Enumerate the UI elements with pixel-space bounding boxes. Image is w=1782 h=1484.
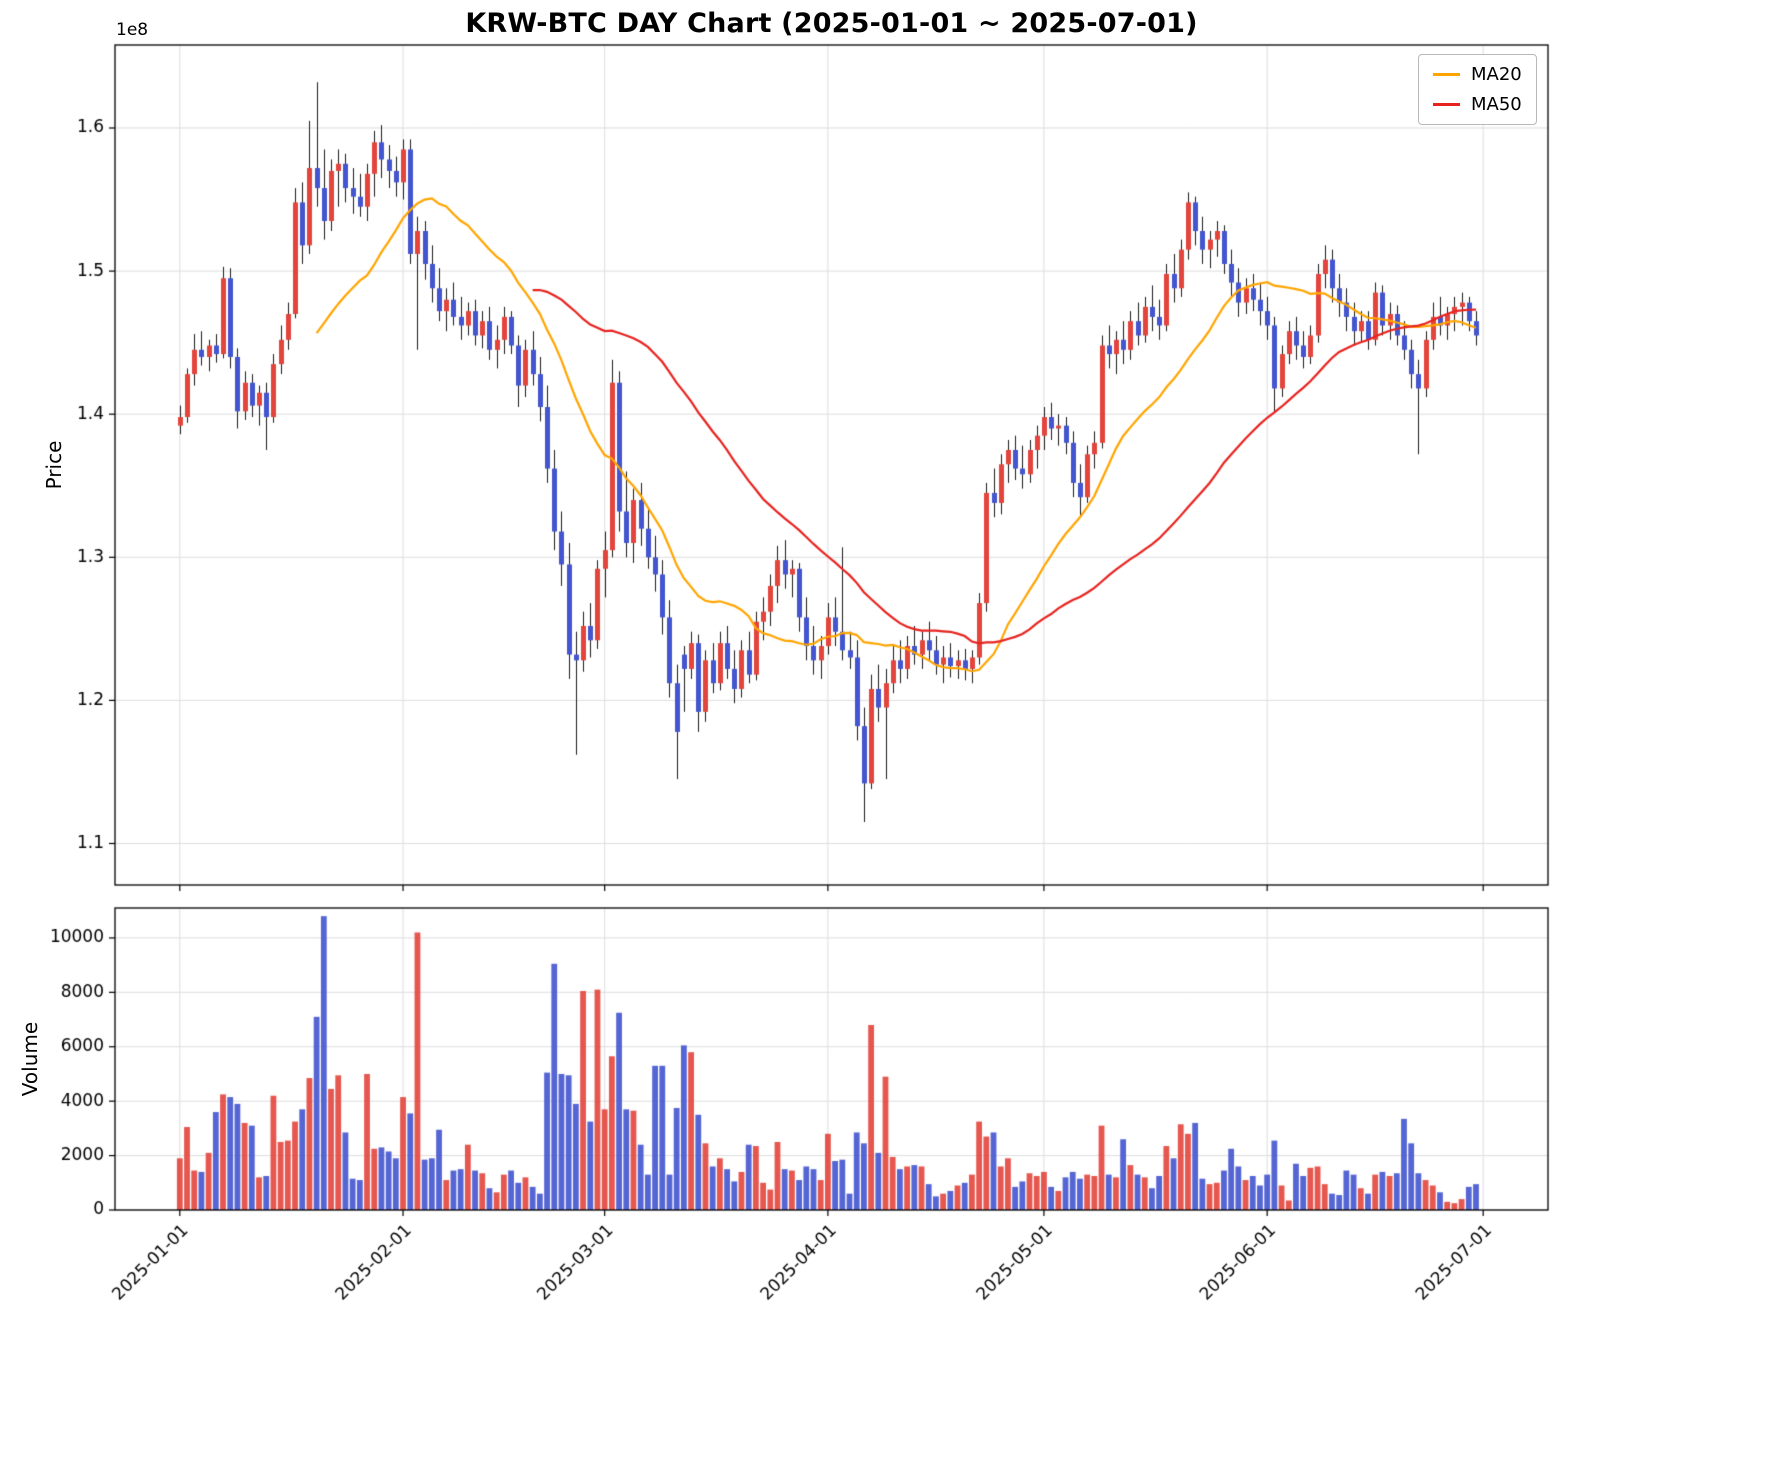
legend-label-ma20: MA20 xyxy=(1471,64,1522,85)
legend: MA20 MA50 xyxy=(1418,54,1537,125)
ma20-line-icon xyxy=(1433,73,1460,76)
price-axis-label: Price xyxy=(42,440,66,490)
ma50-line-icon xyxy=(1433,103,1460,106)
legend-item-ma50: MA50 xyxy=(1433,94,1522,115)
price-axis-offset-label: 1e8 xyxy=(116,20,149,40)
volume-axis-label: Volume xyxy=(18,1021,42,1097)
legend-label-ma50: MA50 xyxy=(1471,94,1522,115)
chart-title: KRW-BTC DAY Chart (2025-01-01 ~ 2025-07-… xyxy=(465,8,1198,39)
legend-item-ma20: MA20 xyxy=(1433,64,1522,85)
